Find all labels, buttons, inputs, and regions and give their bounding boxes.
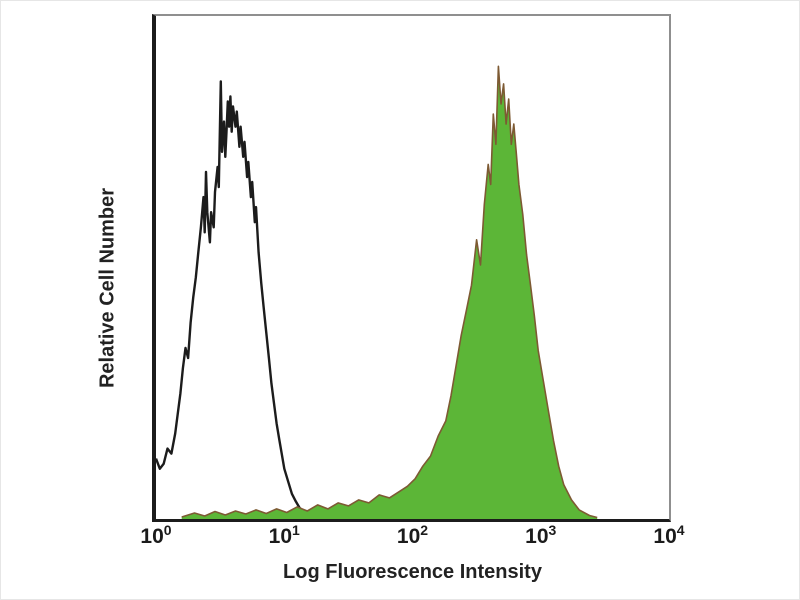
x-tick-exponent: 2: [420, 522, 429, 538]
histogram-curves: [156, 65, 598, 519]
x-tick-base: 10: [396, 525, 421, 548]
x-axis-tick-labels: 100 101 102 103 104: [140, 522, 684, 555]
x-tick-exponent: 4: [676, 522, 685, 538]
x-tick-exponent: 0: [163, 522, 172, 538]
x-tick-base: 10: [140, 525, 164, 548]
x-tick-label-10e0: 100: [140, 522, 172, 549]
x-tick-exponent: 1: [292, 522, 300, 538]
x-tick-label-10e2: 102: [396, 522, 429, 549]
control-open-histogram-outline: [156, 80, 326, 519]
plot-area: [152, 14, 671, 522]
x-tick-exponent: 3: [548, 522, 557, 538]
stained-filled-histogram-fill: [181, 66, 598, 519]
x-tick-label-10e1: 101: [268, 522, 300, 549]
x-tick-label-10e4: 104: [653, 522, 685, 549]
x-axis-label: Log Fluorescence Intensity: [283, 561, 542, 583]
x-tick-base: 10: [653, 525, 677, 548]
x-tick-base: 10: [268, 525, 293, 548]
x-tick-label-10e3: 103: [525, 522, 557, 549]
y-axis-label: Relative Cell Number: [96, 187, 119, 389]
x-tick-base: 10: [525, 525, 549, 548]
stained-filled-histogram-outline: [181, 65, 598, 519]
